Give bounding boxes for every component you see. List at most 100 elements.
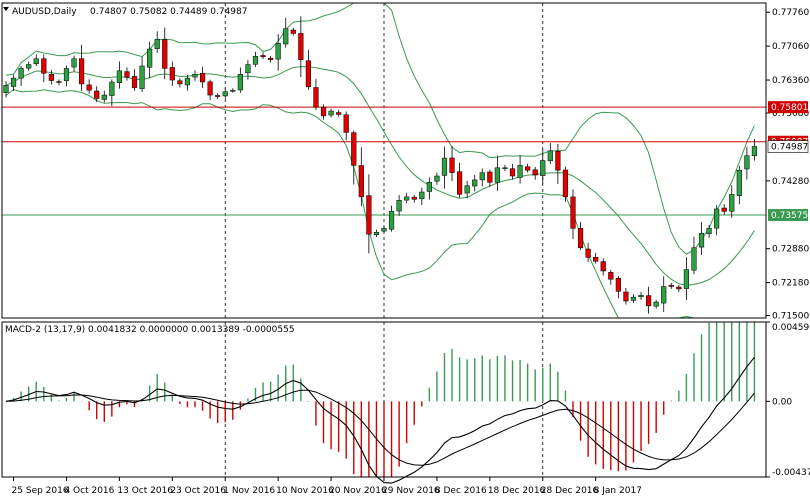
candle: [116, 61, 122, 89]
candle: [351, 130, 357, 185]
candle: [358, 147, 364, 207]
current-price-label: 0.74987: [771, 143, 808, 153]
candle-body: [162, 39, 168, 69]
price-tick-label: 0.76360: [772, 76, 809, 86]
candle-body: [215, 95, 221, 97]
candle-body: [41, 58, 47, 74]
price-tick-label: 0.72180: [772, 279, 809, 289]
candle: [109, 79, 115, 107]
candle: [328, 108, 334, 118]
price-tick-label: 0.71500: [772, 312, 809, 322]
candle: [623, 287, 629, 305]
level-tag-box: [768, 209, 808, 222]
candle: [736, 165, 742, 205]
candle-body: [3, 85, 9, 93]
price-tick-label: 0.75680: [772, 109, 809, 119]
candle: [396, 194, 402, 216]
candle: [698, 221, 705, 256]
candle: [86, 79, 92, 94]
candle-body: [426, 182, 432, 192]
candle: [366, 174, 372, 254]
candle: [729, 185, 735, 218]
candle: [313, 78, 319, 111]
candle: [419, 187, 425, 206]
candle-body: [502, 167, 508, 170]
candle-body: [245, 64, 251, 74]
candle-body: [177, 80, 183, 85]
candle-body: [630, 296, 637, 301]
candle: [441, 146, 448, 189]
candle: [646, 286, 652, 314]
candle-body: [222, 91, 228, 97]
candle: [275, 33, 281, 71]
level-tag-label: 0.75801: [771, 103, 808, 113]
candle-body: [230, 89, 236, 92]
candle: [131, 69, 138, 91]
candle-body: [419, 191, 425, 200]
horizontal-levels[interactable]: [2, 106, 766, 216]
candle: [298, 16, 304, 78]
candle-body: [464, 185, 470, 194]
macd-tick-label: 0.00: [772, 397, 792, 407]
candle-body: [638, 294, 644, 298]
candle-body: [487, 171, 493, 183]
date-tick-label: 29 Nov 2016: [382, 486, 440, 496]
candle: [184, 74, 191, 91]
candle: [570, 189, 576, 240]
candle: [449, 145, 455, 182]
date-tick-label: 8 Jan 2017: [594, 486, 642, 496]
candle: [154, 31, 160, 53]
candle-body: [169, 67, 175, 81]
chevron-down-icon[interactable]: [3, 7, 9, 11]
candle: [124, 67, 130, 81]
candle-body: [154, 39, 160, 49]
candle-body: [328, 110, 334, 116]
candle: [509, 163, 516, 180]
candle-body: [729, 194, 735, 212]
candle: [177, 78, 183, 88]
candle-body: [540, 160, 546, 176]
candle: [63, 65, 70, 87]
candle-body: [509, 168, 516, 177]
candle-body: [449, 157, 455, 173]
price-tick-label: 0.72880: [772, 245, 809, 255]
candle: [71, 55, 77, 72]
candle-body: [388, 211, 395, 230]
level-tag-box: [768, 101, 808, 114]
candle-body: [56, 81, 62, 83]
candle-body: [585, 248, 591, 258]
candle: [237, 67, 243, 93]
candle-body: [237, 73, 243, 91]
candle-body: [207, 81, 213, 96]
candle-body: [517, 165, 523, 178]
candle: [320, 104, 327, 120]
candle: [381, 226, 387, 234]
candle-body: [676, 286, 682, 290]
candle-body: [18, 68, 24, 79]
candle-body: [320, 107, 327, 117]
candle: [487, 169, 493, 187]
candle-body: [71, 58, 77, 68]
candle-body: [109, 81, 115, 96]
candle: [585, 242, 591, 263]
candle: [472, 174, 478, 192]
candle-body: [275, 42, 281, 60]
candle: [464, 180, 470, 199]
date-tick-label: 25 Sep 2016: [12, 486, 69, 496]
candle: [207, 79, 213, 101]
candle: [79, 44, 85, 91]
candle: [638, 292, 644, 301]
candle: [283, 17, 289, 48]
date-tick-label: 20 Nov 2016: [329, 486, 387, 496]
candle-body: [252, 56, 259, 65]
candle: [721, 204, 727, 215]
candle: [457, 162, 463, 198]
candle: [600, 258, 606, 276]
candle-body: [525, 166, 531, 171]
candle-body: [706, 228, 712, 234]
candle: [517, 155, 523, 184]
candle: [744, 146, 750, 180]
candle-body: [472, 179, 478, 187]
candle: [434, 172, 440, 185]
